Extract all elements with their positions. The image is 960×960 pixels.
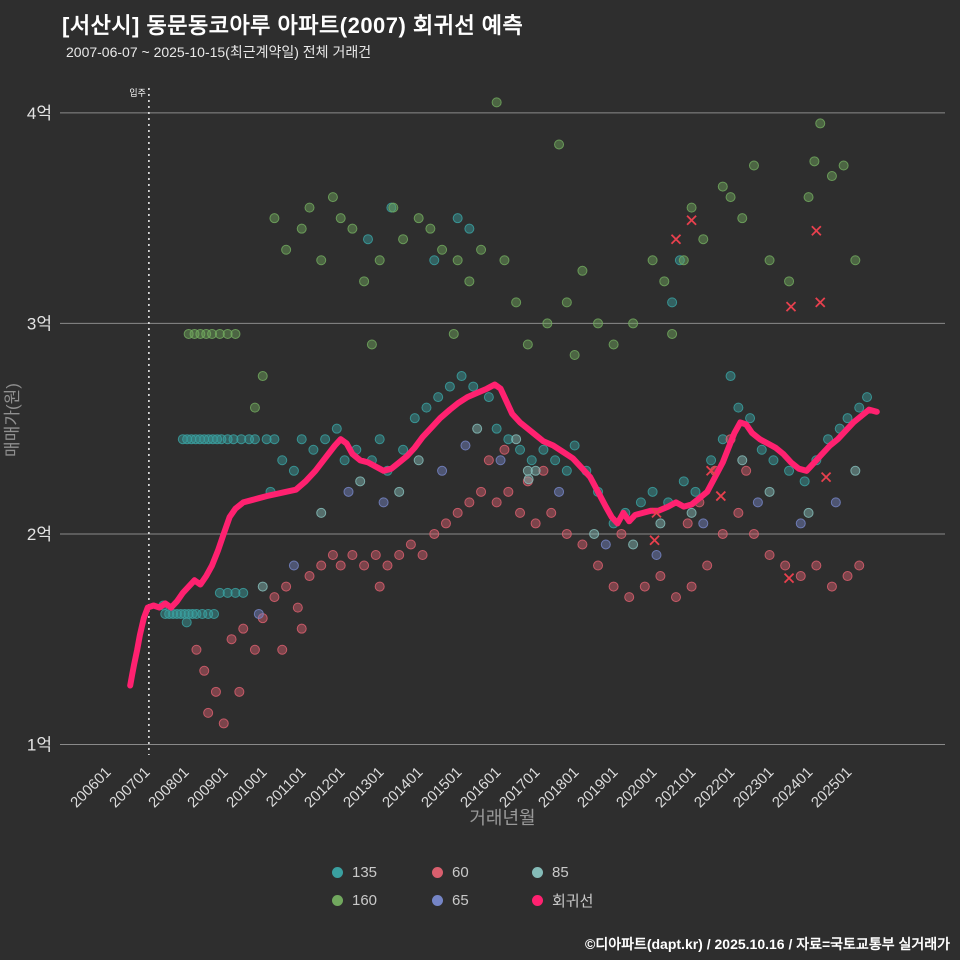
legend-item-65[interactable]: 65 xyxy=(432,890,528,911)
x-tick-label: 202501 xyxy=(808,764,855,811)
scatter-series-160 xyxy=(183,97,861,413)
scatter-series-65 xyxy=(253,440,841,619)
legend-item-회귀선[interactable]: 회귀선 xyxy=(532,890,628,911)
credit-footer: ©디아파트(dapt.kr) / 2025.10.16 / 자료=국토교통부 실… xyxy=(585,936,950,952)
legend-label: 회귀선 xyxy=(552,893,594,910)
legend-label: 65 xyxy=(452,892,469,909)
y-axis-title: 매매가(원) xyxy=(3,383,22,457)
move-in-label: 입주 xyxy=(129,87,146,98)
legend-item-135[interactable]: 135 xyxy=(332,864,428,881)
y-tick-label: 4억 xyxy=(27,104,52,123)
legend-label: 60 xyxy=(452,864,469,881)
chart-legend: 135 60 85 160 65 회귀선 xyxy=(332,864,628,911)
x-axis: 2006012007012008012009012010012011012012… xyxy=(67,764,855,811)
x-axis-title: 거래년월 xyxy=(469,808,535,828)
x-tick-label: 201601 xyxy=(457,764,504,811)
x-tick-label: 202401 xyxy=(769,764,816,811)
x-tick-label: 201801 xyxy=(535,764,582,811)
scatter-series-60 xyxy=(191,434,865,729)
y-tick-label: 2억 xyxy=(27,525,52,544)
legend-dot-icon xyxy=(332,867,343,878)
x-tick-label: 201901 xyxy=(574,764,621,811)
x-tick-label: 201201 xyxy=(301,764,348,811)
legend-dot-icon xyxy=(432,895,443,906)
x-tick-label: 202001 xyxy=(613,764,660,811)
legend-item-60[interactable]: 60 xyxy=(432,864,528,881)
legend-dot-icon xyxy=(532,867,543,878)
x-tick-label: 200901 xyxy=(184,764,231,811)
x-tick-label: 202201 xyxy=(691,764,738,811)
scatter-series-85 xyxy=(257,423,861,592)
legend-dot-icon xyxy=(432,867,443,878)
legend-label: 160 xyxy=(352,892,378,909)
legend-item-85[interactable]: 85 xyxy=(532,864,628,881)
page-title: [서산시] 동문동코아루 아파트(2007) 회귀선 예측 xyxy=(62,13,524,38)
legend-label: 135 xyxy=(352,864,378,881)
y-tick-label: 3억 xyxy=(27,314,52,333)
page-subtitle: 2007-06-07 ~ 2025-10-15(최근계약일) 전체 거래건 xyxy=(66,44,372,60)
x-tick-label: 201301 xyxy=(340,764,387,811)
x-tick-label: 201101 xyxy=(263,764,310,811)
cancelled-x-markers xyxy=(649,215,832,584)
x-tick-label: 200701 xyxy=(106,764,153,811)
x-tick-label: 201501 xyxy=(418,764,465,811)
regression-line xyxy=(127,381,880,689)
x-tick-label: 200801 xyxy=(145,764,192,811)
legend-label: 85 xyxy=(552,864,569,881)
x-tick-label: 202101 xyxy=(652,764,699,811)
legend-item-160[interactable]: 160 xyxy=(332,890,428,911)
x-tick-label: 200601 xyxy=(67,764,114,811)
x-tick-label: 201701 xyxy=(496,764,543,811)
legend-dot-icon xyxy=(332,895,343,906)
x-tick-label: 201001 xyxy=(223,764,270,811)
legend-dot-icon xyxy=(532,895,543,906)
gridlines: 1억 2억 3억 4억 xyxy=(27,104,945,754)
y-tick-label: 1억 xyxy=(27,735,52,754)
x-tick-label: 202301 xyxy=(730,764,777,811)
x-tick-label: 201401 xyxy=(379,764,426,811)
